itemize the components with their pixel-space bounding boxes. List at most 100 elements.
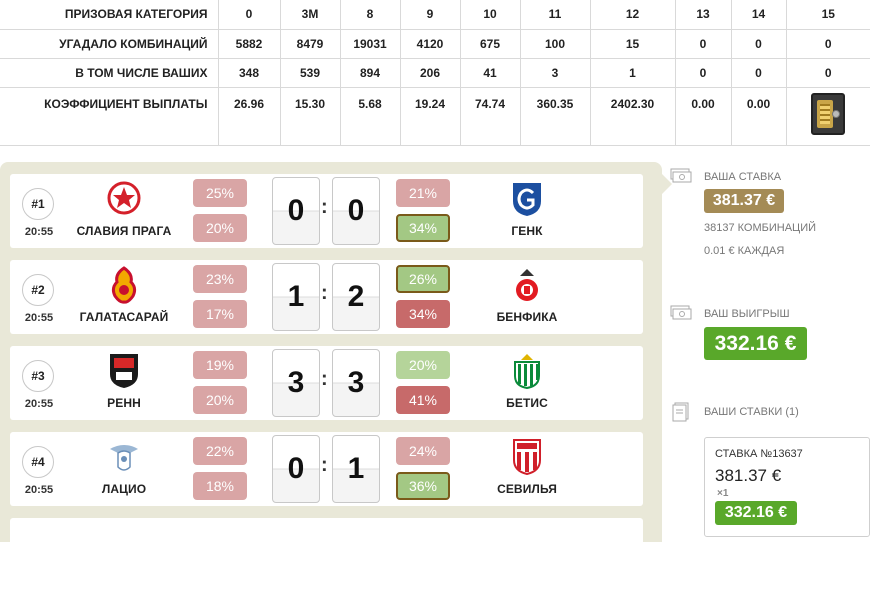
team-name: СЕВИЛЬЯ <box>497 482 557 496</box>
score-separator: : <box>321 196 328 218</box>
cell: 0 <box>730 28 787 59</box>
bet-multiplier: ×1 <box>717 488 729 499</box>
stake-label: ВАША СТАВКА <box>704 171 782 183</box>
away-score-picker[interactable]: 1 <box>332 435 380 503</box>
score-separator: : <box>321 282 328 304</box>
cell: 0.00 <box>674 86 732 146</box>
match-number: #1 <box>22 188 54 220</box>
match-row: #4 20:55 ЛАЦИО 22% 18% 0 : 1 24% 36% СЕВ… <box>10 432 643 506</box>
row-label: В ТОМ ЧИСЛЕ ВАШИХ <box>0 57 219 88</box>
price-each: 0.01 € КАЖДАЯ <box>704 245 785 257</box>
away-pct-option[interactable]: 36% <box>396 472 450 500</box>
bet-value: 381.37 € <box>715 466 782 485</box>
away-score-picker[interactable]: 2 <box>332 263 380 331</box>
cell: 15 <box>785 0 870 30</box>
cell: 675 <box>459 28 521 59</box>
home-score-picker[interactable]: 3 <box>272 349 320 417</box>
away-pct-option[interactable]: 34% <box>396 300 450 328</box>
rennes-logo-icon <box>106 352 142 390</box>
document-icon <box>670 400 694 422</box>
away-team: ГЕНК <box>475 174 579 238</box>
cell: 100 <box>519 28 591 59</box>
match-number: #3 <box>22 360 54 392</box>
prize-row-yours: В ТОМ ЧИСЛЕ ВАШИХ 348 539 894 206 41 3 1… <box>0 57 870 88</box>
cell: 2402.30 <box>589 86 676 146</box>
cell: 41 <box>459 57 521 88</box>
cell: 206 <box>399 57 461 88</box>
lazio-logo-icon <box>106 438 142 476</box>
prize-table: ПРИЗОВАЯ КАТЕГОРИЯ 0 3M 8 9 10 11 12 13 … <box>0 0 870 146</box>
home-pct-option[interactable]: 18% <box>193 472 247 500</box>
home-team: ЛАЦИО <box>72 432 176 496</box>
cell: 19.24 <box>399 86 461 146</box>
away-team: СЕВИЛЬЯ <box>475 432 579 496</box>
cell: 0 <box>785 57 870 88</box>
slavia-logo-icon <box>106 180 142 218</box>
bet-win-badge: 332.16 € <box>715 501 797 525</box>
prize-row-guessed: УГАДАЛО КОМБИНАЦИЙ 5882 8479 19031 4120 … <box>0 28 870 59</box>
team-name: ГЕНК <box>511 224 543 238</box>
home-pct-option[interactable]: 17% <box>193 300 247 328</box>
home-pct-option[interactable]: 25% <box>193 179 247 207</box>
away-pct-option[interactable]: 26% <box>396 265 450 293</box>
bet-card[interactable]: СТАВКА №13637 381.37 € ×1 332.16 € <box>704 437 870 537</box>
cell: 13 <box>674 0 732 30</box>
match-number: #4 <box>22 446 54 478</box>
cell: 15.30 <box>279 86 341 146</box>
cell: 3 <box>519 57 591 88</box>
cell: 12 <box>589 0 676 30</box>
home-score-picker[interactable]: 0 <box>272 435 320 503</box>
cell: 8479 <box>279 28 341 59</box>
home-pct-option[interactable]: 19% <box>193 351 247 379</box>
jackpot-cell <box>785 86 870 146</box>
match-row: #3 20:55 РЕНН 19% 20% 3 : 3 20% 41% БЕТИ… <box>10 346 643 420</box>
cell: 3M <box>279 0 341 30</box>
cell: 1 <box>589 57 676 88</box>
bet-title: СТАВКА №13637 <box>715 448 803 460</box>
score-separator: : <box>321 368 328 390</box>
team-name: БЕТИС <box>506 396 548 410</box>
home-score-picker[interactable]: 1 <box>272 263 320 331</box>
money-icon <box>669 303 693 323</box>
home-score-picker[interactable]: 0 <box>272 177 320 245</box>
away-pct-option[interactable]: 41% <box>396 386 450 414</box>
cell: 0 <box>674 28 732 59</box>
match-time: 20:55 <box>24 312 54 324</box>
win-value-badge: 332.16 € <box>704 327 807 360</box>
team-name: ГАЛАТАСАРАЙ <box>79 310 169 324</box>
away-pct-option[interactable]: 24% <box>396 437 450 465</box>
cell: 8 <box>339 0 401 30</box>
match-row: #1 20:55 СЛАВИЯ ПРАГА 25% 20% 0 : 0 21% … <box>10 174 643 248</box>
cell: 360.35 <box>519 86 591 146</box>
away-pct-option[interactable]: 21% <box>396 179 450 207</box>
betis-logo-icon <box>509 352 545 390</box>
safe-icon[interactable] <box>811 92 846 135</box>
team-name: РЕНН <box>107 396 141 410</box>
home-team: РЕНН <box>72 346 176 410</box>
cell: 0 <box>730 57 787 88</box>
cell: 348 <box>217 57 281 88</box>
stake-value-badge: 381.37 € <box>704 189 784 213</box>
away-score-picker[interactable]: 3 <box>332 349 380 417</box>
cell: 0 <box>217 0 281 30</box>
cell: 5.68 <box>339 86 401 146</box>
cell: 15 <box>589 28 676 59</box>
away-team: БЕТИС <box>475 346 579 410</box>
away-pct-option[interactable]: 20% <box>396 351 450 379</box>
row-label: КОЭФФИЦИЕНТ ВЫПЛАТЫ <box>0 86 219 146</box>
away-pct-option[interactable]: 34% <box>396 214 450 242</box>
home-pct-option[interactable]: 23% <box>193 265 247 293</box>
cell: 4120 <box>399 28 461 59</box>
home-pct-option[interactable]: 22% <box>193 437 247 465</box>
home-pct-option[interactable]: 20% <box>193 386 247 414</box>
prize-row-category: ПРИЗОВАЯ КАТЕГОРИЯ 0 3M 8 9 10 11 12 13 … <box>0 0 870 30</box>
team-name: ЛАЦИО <box>101 482 147 496</box>
cell: 74.74 <box>459 86 521 146</box>
my-bets-link[interactable]: ВАШИ СТАВКИ (1) <box>704 406 799 418</box>
home-pct-option[interactable]: 20% <box>193 214 247 242</box>
match-time: 20:55 <box>24 484 54 496</box>
cell: 11 <box>519 0 591 30</box>
cell: 5882 <box>217 28 281 59</box>
cell: 0 <box>785 28 870 59</box>
away-score-picker[interactable]: 0 <box>332 177 380 245</box>
